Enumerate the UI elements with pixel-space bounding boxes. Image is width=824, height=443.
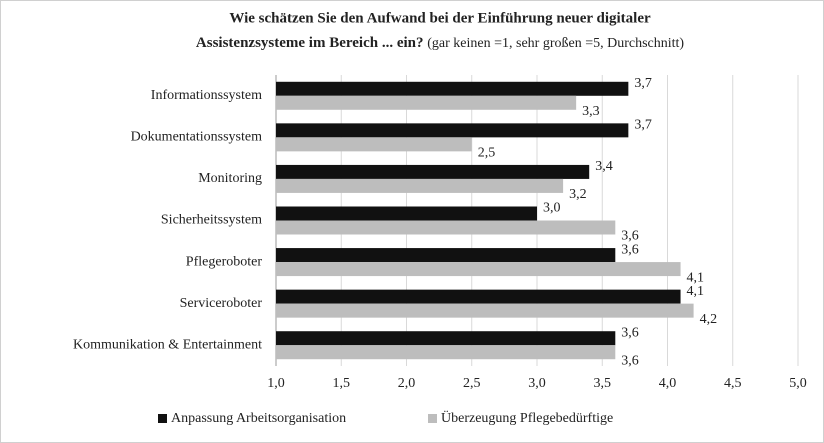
bar [276,95,577,110]
value-label: 2,5 [478,146,496,161]
value-label: 3,6 [621,325,639,340]
value-label: 3,2 [569,187,587,202]
x-tick-label: 3,0 [528,376,546,391]
y-tick-label: Monitoring [198,171,262,186]
x-tick-label: 1,0 [267,376,285,391]
chart-title-line: Assistenzsysteme im Bereich ... ein? [196,35,424,51]
bar [276,81,629,96]
x-tick-label: 2,5 [463,376,481,391]
legend-swatch [428,414,437,423]
bar [276,220,616,235]
bar [276,164,590,179]
y-tick-label: Serviceroboter [180,296,263,311]
bar [276,137,472,152]
value-label: 3,6 [621,229,639,244]
value-label: 4,1 [687,270,705,285]
y-tick-label: Kommunikation & Entertainment [73,337,262,352]
y-tick-label: Informationssystem [151,88,262,103]
value-label: 3,6 [621,353,639,368]
bar [276,345,616,360]
x-tick-label: 3,5 [594,376,612,391]
x-tick-label: 4,5 [724,376,742,391]
chart-title-line: Wie schätzen Sie den Aufwand bei der Ein… [229,10,651,26]
value-label: 3,0 [543,201,561,216]
value-label: 3,3 [582,104,600,119]
y-tick-label: Pflegeroboter [186,254,263,269]
bar [276,289,681,304]
legend-label: Anpassung Arbeitsorganisation [171,411,346,426]
value-label: 4,2 [700,312,718,327]
value-label: 3,4 [595,159,613,174]
legend-swatch [158,414,167,423]
chart-subtitle: (gar keinen =1, sehr großen =5, Durchsch… [427,36,684,51]
y-tick-label: Sicherheitssystem [161,213,262,228]
value-label: 3,7 [634,118,652,133]
x-tick-label: 1,5 [333,376,351,391]
bar [276,262,681,277]
value-label: 3,6 [621,242,639,257]
value-label: 4,1 [687,284,705,299]
x-tick-label: 4,0 [659,376,677,391]
chart-title-line2: Assistenzsysteme im Bereich ... ein? (ga… [196,35,685,51]
bar [276,303,694,318]
bar [276,206,537,221]
bar [276,248,616,263]
legend-label: Überzeugung Pflegebedürftige [441,409,613,426]
x-tick-label: 5,0 [789,376,807,391]
value-label: 3,7 [634,76,652,91]
bar [276,123,629,138]
x-tick-label: 2,0 [398,376,416,391]
y-tick-label: Dokumentationssystem [131,130,263,145]
bar [276,331,616,346]
bar [276,178,564,193]
